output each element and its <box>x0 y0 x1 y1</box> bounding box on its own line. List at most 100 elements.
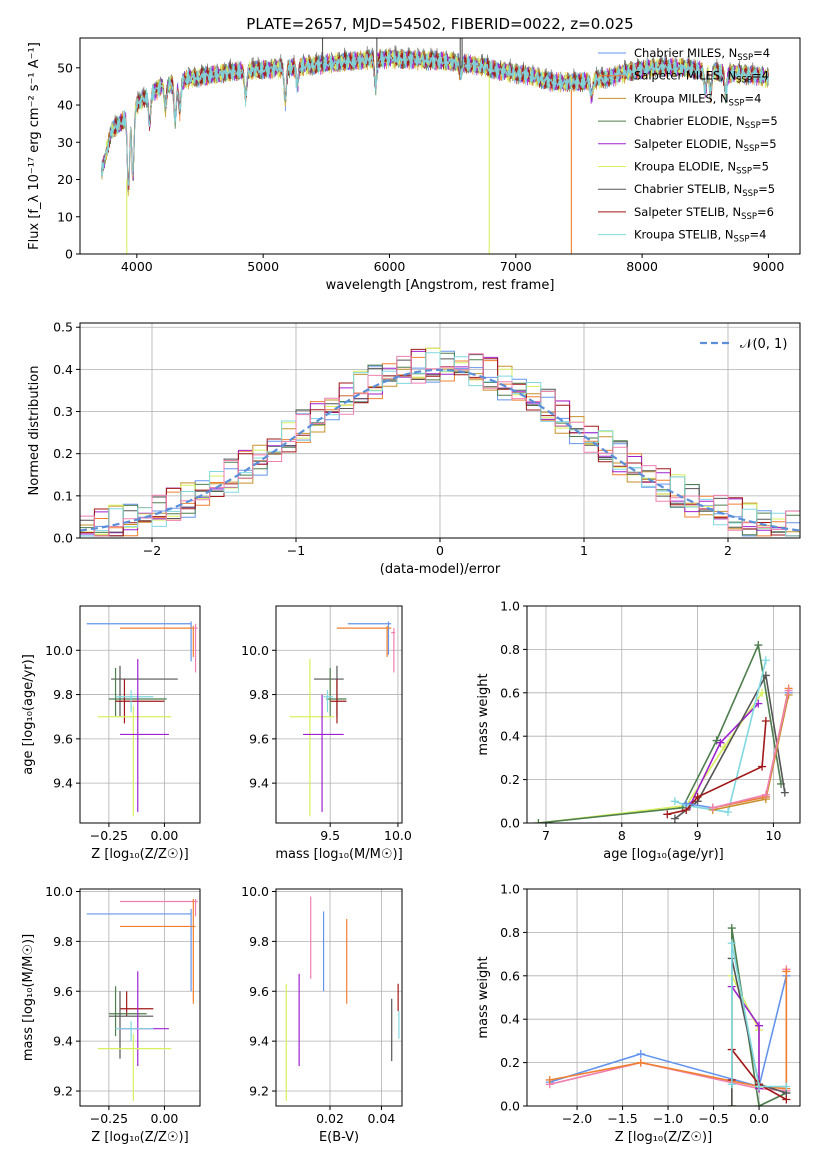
plot-area <box>101 38 769 254</box>
y-axis-label: mass [log₁₀(M/M☉)] <box>21 934 36 1061</box>
point-blue <box>86 621 192 662</box>
series-marker <box>723 808 732 817</box>
series-marker <box>545 1075 554 1084</box>
x-axis-label: (data-model)/error <box>380 562 501 577</box>
y-axis-label: Normed distribution <box>27 366 42 496</box>
legend-label: Salpeter STELIB, NSSP=6 <box>634 205 774 222</box>
point-red <box>330 679 347 724</box>
y-tick-label: 9.8 <box>53 934 73 949</box>
plot-area <box>527 606 800 823</box>
legend-entry: Kroupa ELODIE, NSSP=5 <box>598 160 769 177</box>
series-marker <box>682 799 691 808</box>
y-axis-label: age [log₁₀(age/yr)] <box>21 654 36 775</box>
series-marker <box>534 819 543 823</box>
y-tick-label: 40 <box>57 98 73 113</box>
point-blue <box>86 908 192 992</box>
x-tick-label: 4000 <box>121 259 153 274</box>
point-cyan <box>115 690 154 713</box>
x-tick-label: −1.5 <box>607 1111 637 1126</box>
legend-entry: Salpeter ELODIE, NSSP=5 <box>598 137 777 154</box>
x-tick-label: 7000 <box>500 259 532 274</box>
x-tick-label: 6000 <box>374 259 406 274</box>
series-dark <box>670 671 789 823</box>
axes-frame <box>79 888 201 1107</box>
y-axis-label: mass weight <box>476 673 491 755</box>
legend-entry: Chabrier ELODIE, NSSP=5 <box>598 114 778 131</box>
y-axis-label: mass weight <box>476 956 491 1038</box>
point-orange <box>120 898 196 1004</box>
legend-entry: Kroupa MILES, NSSP=4 <box>598 91 761 108</box>
point-orange <box>120 625 194 657</box>
point-yellow <box>97 705 172 817</box>
y-tick-label: 0.5 <box>53 320 73 335</box>
y-tick-label: 10.0 <box>241 643 269 658</box>
point-green <box>326 668 347 717</box>
chart-age-vs-Z: −0.25 0.00 9.4 9.6 9.8 10.0 Z [log₁₀(Z/Z☉)] age… <box>21 605 201 862</box>
series-line <box>549 975 788 1088</box>
chart-mass-weight-vs-Z: −2.0 −1.5 −1.0 −0.5 0.0 0.0 0.2 0.4 0.6 0.8 1.0 Z [… <box>476 882 801 1145</box>
y-tick-label: 0.3 <box>53 404 73 419</box>
plot-area <box>80 889 200 1106</box>
x-tick-label: 2 <box>724 543 732 558</box>
legend-label: Kroupa MILES, NSSP=4 <box>634 91 761 108</box>
y-tick-label: 0.8 <box>500 642 520 657</box>
y-tick-label: 9.8 <box>249 687 269 702</box>
x-tick-label: 0.0 <box>749 1111 769 1126</box>
legend-label: Kroupa ELODIE, NSSP=5 <box>634 160 769 177</box>
axes-frame <box>79 37 801 255</box>
plot-area <box>527 889 800 1106</box>
plot-area <box>276 889 402 1106</box>
point-blue <box>347 621 392 655</box>
y-tick-label: 0.4 <box>500 729 520 744</box>
point-pink <box>391 628 396 673</box>
chart-mass-vs-Z: −0.25 0.00 9.2 9.4 9.6 9.8 10.0 Z [log₁₀(Z/Z☉)]… <box>21 884 201 1145</box>
series-marker <box>754 641 763 650</box>
plot-area <box>276 606 402 823</box>
x-tick-label: 9.5 <box>320 828 340 843</box>
axes-frame <box>79 605 201 824</box>
x-tick-label: 0.00 <box>151 828 179 843</box>
series-marker <box>708 803 717 812</box>
series-cyan <box>727 939 791 1091</box>
x-axis-label: Z [log₁₀(Z/Z☉)] <box>91 847 188 862</box>
y-tick-label: 0.2 <box>500 772 520 787</box>
series-marker <box>782 967 791 976</box>
point-red <box>120 991 154 1017</box>
series-marker <box>670 797 679 806</box>
axes-frame <box>275 888 403 1107</box>
legend-entry: Chabrier STELIB, NSSP=5 <box>598 182 775 199</box>
point-purple <box>120 971 169 1067</box>
axes-frame <box>526 605 801 824</box>
series-marker <box>758 762 767 771</box>
x-tick-label: −2.0 <box>562 1111 592 1126</box>
y-tick-label: 0.6 <box>500 968 520 983</box>
chart-age-vs-mass: 9.5 10.0 9.4 9.6 9.8 10.0 mass [log₁₀(M/M☉)] <box>241 605 412 862</box>
y-tick-label: 9.4 <box>53 1034 73 1049</box>
legend-label: Salpeter MILES, NSSP=4 <box>634 69 769 86</box>
legend-label: Chabrier MILES, NSSP=4 <box>634 46 770 63</box>
x-tick-label: 0.04 <box>368 1111 396 1126</box>
chart-mass-vs-EBV: 0.02 0.04 9.2 9.4 9.6 9.8 10.0 E(B-V) <box>241 884 403 1145</box>
y-tick-label: 0.0 <box>500 816 520 831</box>
x-tick-label: −1 <box>287 543 305 558</box>
point-pink <box>120 898 198 917</box>
series-marker <box>782 1095 791 1104</box>
x-tick-label: 9 <box>694 828 702 843</box>
y-tick-label: 10 <box>57 209 73 224</box>
y-tick-label: 9.6 <box>53 984 73 999</box>
y-tick-label: 10.0 <box>45 884 73 899</box>
y-tick-label: 9.6 <box>249 731 269 746</box>
y-tick-label: 9.6 <box>249 984 269 999</box>
x-tick-label: 0.02 <box>316 1111 344 1126</box>
series-line <box>731 943 787 1088</box>
series-marker <box>727 1080 736 1089</box>
y-tick-label: 9.4 <box>249 776 269 791</box>
chart-spectrum: 4000 5000 6000 7000 8000 9000 0 10 20 30 40 50 wavel… <box>27 37 801 293</box>
point-cyan <box>323 690 333 713</box>
x-tick-label: 7 <box>542 828 550 843</box>
y-tick-label: 30 <box>57 135 73 150</box>
figure-title: PLATE=2657, MJD=54502, FIBERID=0022, z=0… <box>246 15 633 33</box>
y-tick-label: 10.0 <box>45 643 73 658</box>
chart-residuals: −2 −1 0 1 2 0.0 0.1 0.2 0.3 0.4 0.5 (data-model)/er… <box>27 320 801 577</box>
